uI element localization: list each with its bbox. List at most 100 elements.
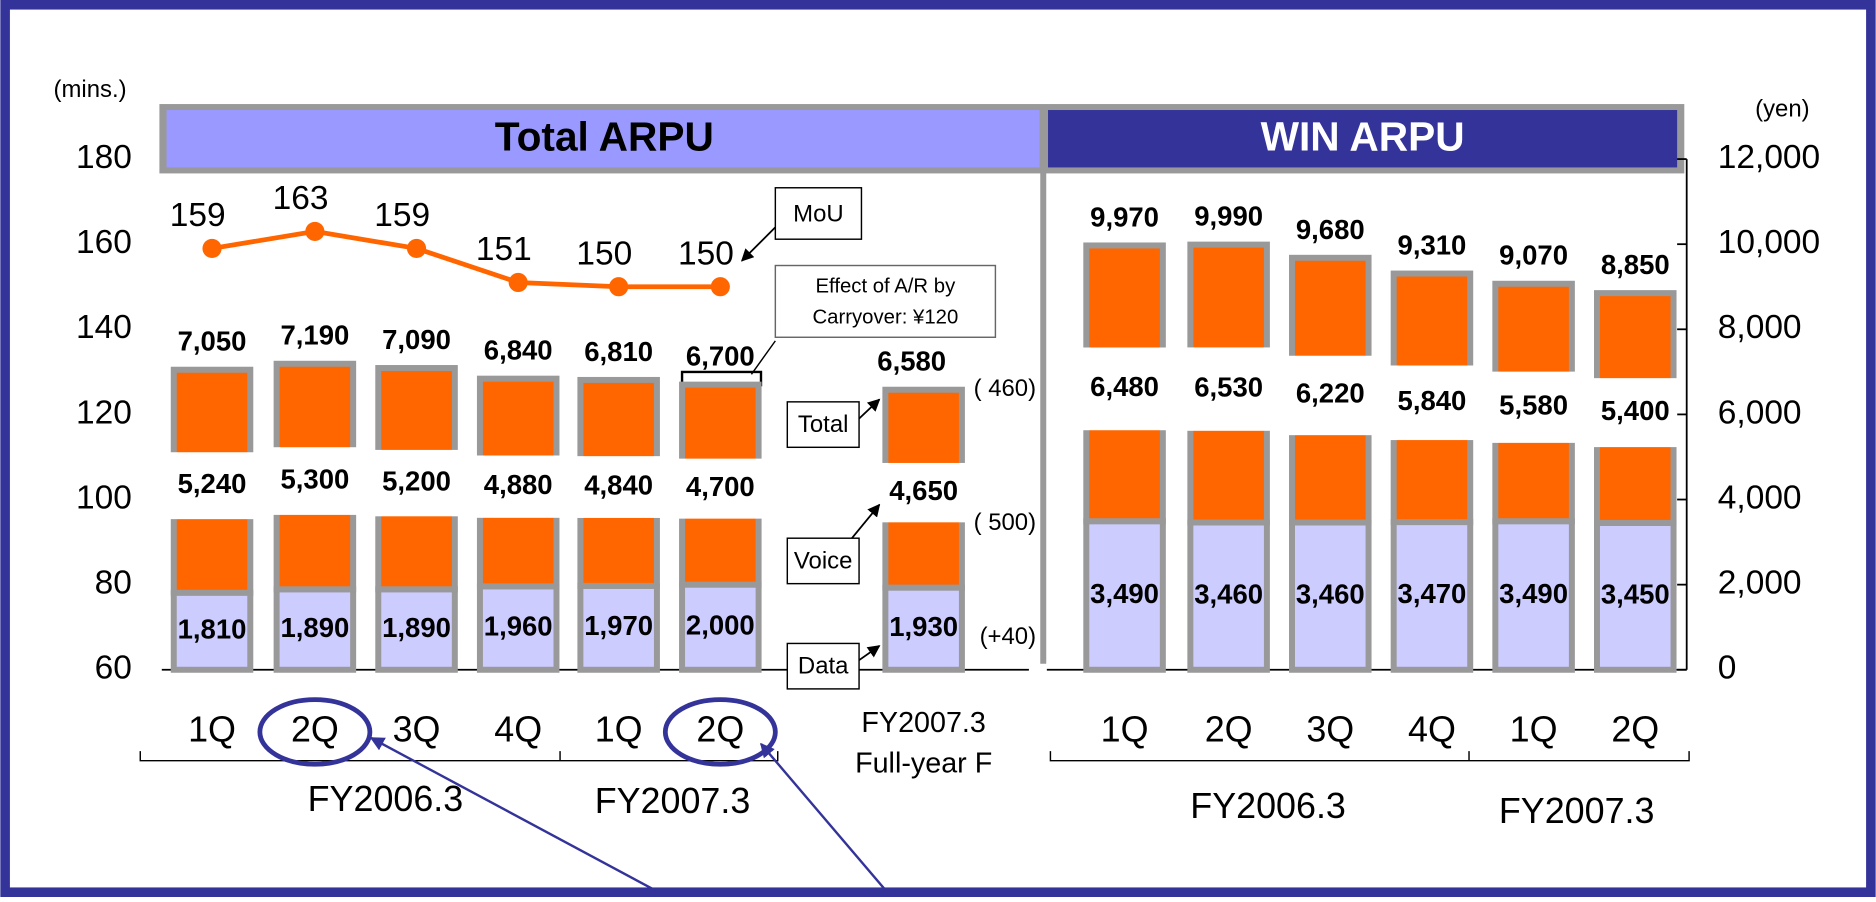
annotation: ( 460)	[974, 375, 1036, 402]
data-label: 4,880	[484, 469, 553, 500]
point	[508, 272, 528, 293]
total-label: 8,850	[1601, 249, 1670, 280]
title-bar	[1048, 110, 1678, 168]
total-label: 6,810	[584, 336, 653, 367]
data-label: 3,460	[1296, 578, 1365, 609]
x-tick-label: 1Q	[595, 709, 643, 749]
label-band	[1082, 347, 1167, 431]
data-label: 4,650	[889, 475, 958, 506]
data-label: 3,460	[1194, 578, 1263, 609]
highlight-circles	[257, 697, 778, 767]
callouts	[680, 187, 997, 690]
point-label: 163	[273, 180, 329, 217]
total-label: 7,050	[178, 326, 247, 357]
bar-segment	[170, 589, 254, 673]
total-label: 7,090	[382, 324, 451, 355]
total-label: 6,840	[484, 335, 553, 366]
data-label: 3,450	[1601, 579, 1670, 610]
data-label: 4,700	[686, 471, 755, 502]
point	[710, 277, 730, 297]
point-label: 159	[374, 197, 430, 234]
total-label: 9,680	[1296, 214, 1365, 245]
y-tick-label: 120	[76, 394, 132, 431]
annotation: ( 500)	[974, 509, 1036, 536]
label-band	[1593, 378, 1678, 448]
label-band	[1491, 371, 1576, 443]
callout-label: Voice	[794, 547, 852, 574]
label-band	[678, 458, 763, 519]
data-label: 5,840	[1398, 385, 1467, 416]
title-bar	[166, 110, 1040, 168]
y-tick-label: 140	[76, 309, 132, 346]
data-label: 1,960	[484, 610, 553, 641]
y-axis-label: (mins.)	[54, 76, 127, 103]
data-label: 1,890	[382, 612, 451, 643]
panel-title: WIN ARPU	[1261, 114, 1465, 160]
callout-arrows	[740, 226, 881, 661]
x-tick-label-box: FY2007.3 Full-year F	[855, 706, 993, 780]
group-label: FY2007.3	[1499, 791, 1655, 831]
data-label: 6,220	[1296, 378, 1365, 409]
y-tick-label: 100	[76, 479, 132, 516]
callout-label: Data	[798, 653, 849, 680]
group-label: FY2006.3	[1190, 786, 1346, 826]
label-band	[1390, 365, 1474, 441]
data-label: 1,970	[584, 610, 653, 641]
bar-segment	[1289, 519, 1372, 673]
x-tick-label: 1Q	[188, 709, 236, 749]
y-tick-label: 180	[76, 139, 132, 176]
x-tick-label: 3Q	[393, 709, 441, 749]
data-label: 5,400	[1601, 395, 1670, 426]
x-tick-label: 2Q	[1205, 709, 1253, 749]
data-label: 2,000	[686, 609, 755, 640]
data-label: 6,530	[1194, 371, 1263, 402]
data-label: 5,240	[178, 468, 247, 499]
bar-segment	[577, 582, 660, 673]
y-tick-label: 80	[95, 564, 132, 601]
total-label: 9,070	[1499, 240, 1568, 271]
data-label: 3,490	[1499, 578, 1568, 609]
label-band	[1288, 355, 1373, 436]
group-label: FY2007.3	[595, 781, 751, 821]
point-label: 151	[476, 231, 532, 268]
bar-segment	[1594, 519, 1677, 673]
x-tick-label: FY2007.3 Full-year F	[855, 706, 993, 780]
panel-title: Total ARPU	[495, 114, 714, 160]
label-band	[576, 456, 661, 518]
x-tick-label: 2Q	[291, 709, 339, 749]
point	[406, 238, 427, 259]
label-band	[170, 452, 254, 520]
x-tick-label: 2Q	[696, 709, 744, 749]
data-label: 1,930	[889, 611, 958, 642]
x-tick-label: 4Q	[1408, 709, 1456, 749]
y2-tick-label: 8,000	[1718, 309, 1802, 346]
data-label: 1,810	[178, 614, 247, 645]
total-label: 7,190	[280, 320, 349, 351]
annotation: Carryover: ¥120	[812, 307, 958, 329]
point-label: 159	[170, 197, 226, 234]
y2-tick-label: 6,000	[1718, 394, 1802, 431]
data-label: 4,840	[584, 469, 653, 500]
y2-axis-label: (yen)	[1755, 95, 1809, 122]
x-tick-label: 3Q	[1306, 709, 1354, 749]
bar-segment	[1083, 518, 1166, 673]
line	[211, 228, 721, 290]
point	[609, 277, 629, 297]
y2-tick-label: 4,000	[1718, 479, 1802, 516]
x-tick-label: 1Q	[1510, 709, 1558, 749]
y2-tick-label: 0	[1718, 650, 1737, 687]
group-label: FY2006.3	[308, 779, 464, 819]
point	[202, 238, 222, 259]
data-label: 6,480	[1090, 371, 1159, 402]
x-tick-label: 2Q	[1611, 709, 1659, 749]
total-label: 9,310	[1398, 230, 1467, 261]
point-label: 150	[678, 235, 734, 272]
label-band	[1186, 347, 1271, 431]
label-band	[374, 449, 459, 517]
x-tick-label: 4Q	[494, 709, 542, 749]
total-label: 9,970	[1090, 201, 1159, 232]
y-tick-label: 60	[95, 650, 132, 687]
data-label: 5,200	[382, 465, 451, 496]
data-label: 3,470	[1398, 578, 1467, 609]
